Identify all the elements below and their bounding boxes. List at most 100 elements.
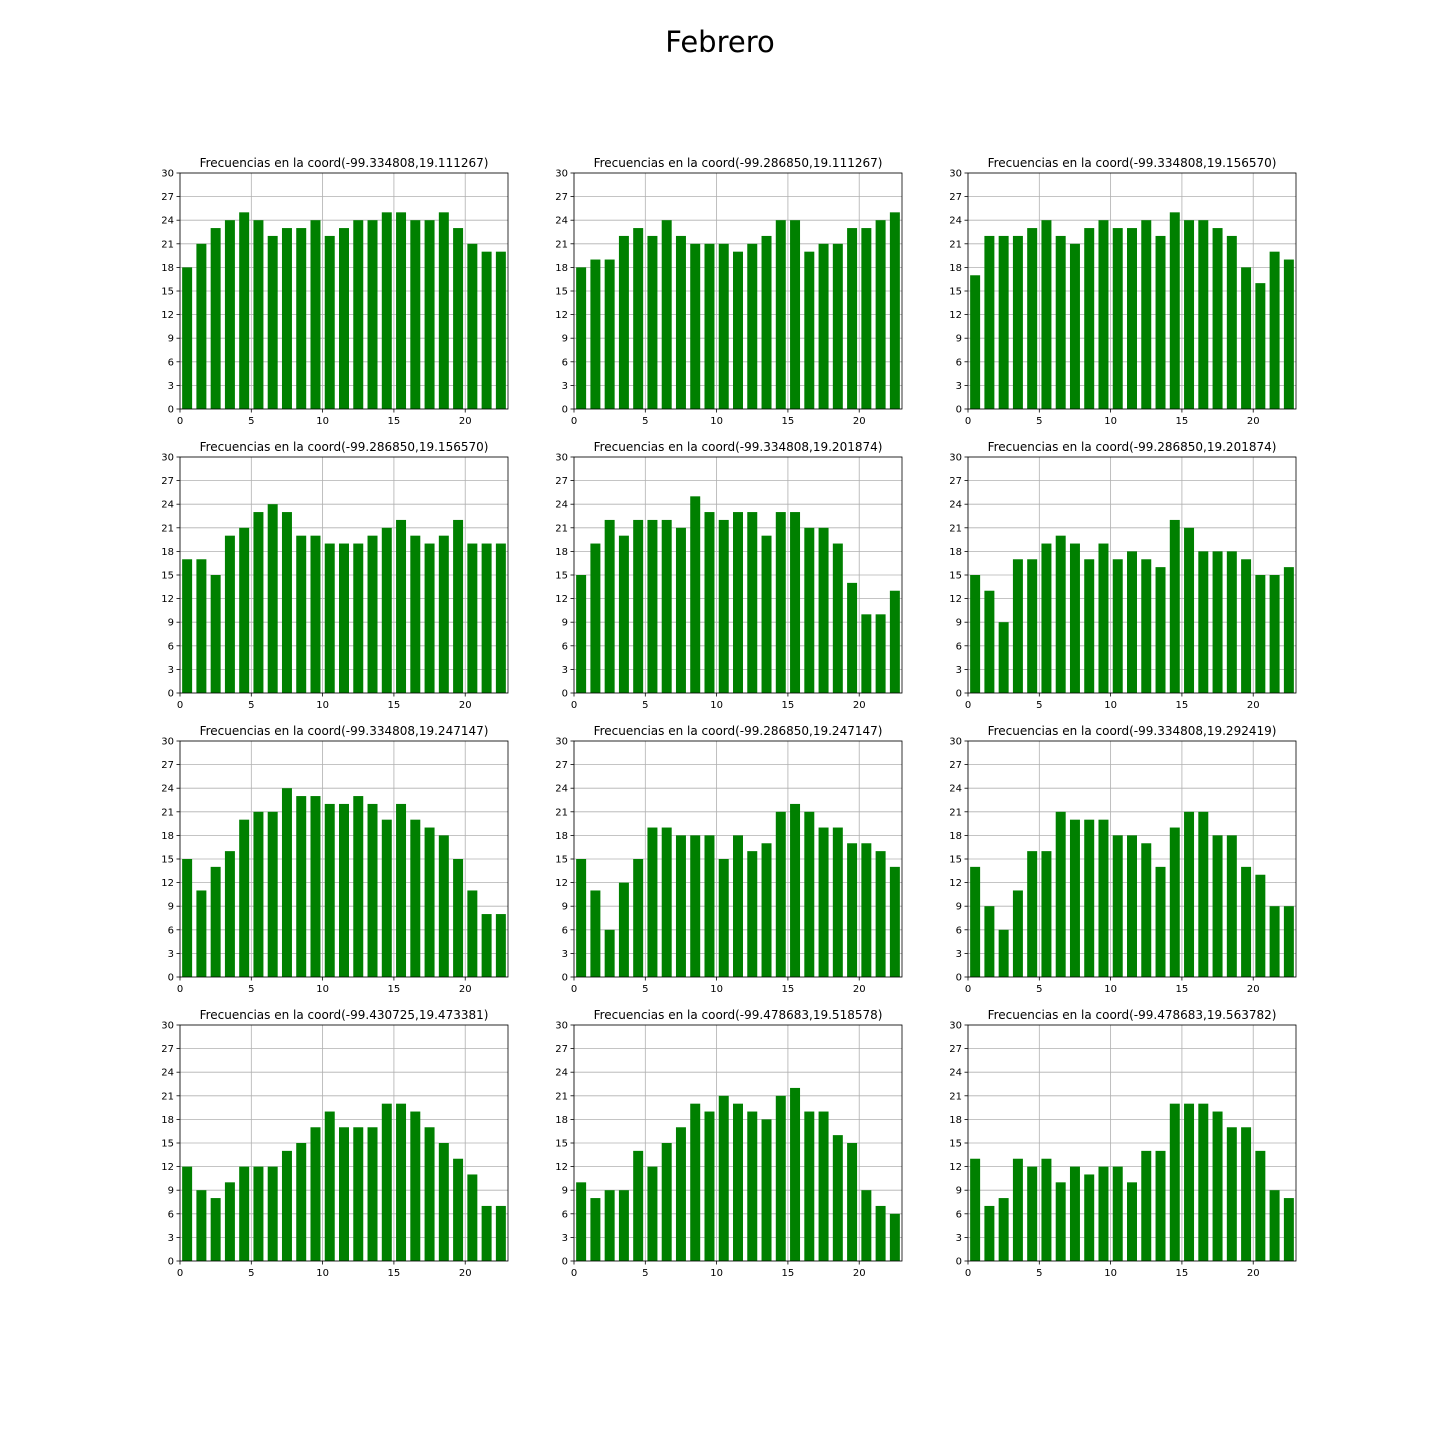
- y-tick-label: 6: [168, 925, 174, 936]
- y-tick-label: 27: [161, 476, 174, 487]
- y-tick-label: 21: [161, 523, 174, 534]
- bar: [704, 835, 715, 977]
- bar: [733, 835, 743, 977]
- bar: [576, 267, 587, 409]
- bar: [1283, 259, 1294, 409]
- y-tick-label: 27: [161, 192, 174, 203]
- x-tick-label: 0: [965, 416, 971, 427]
- bar: [861, 614, 872, 693]
- y-tick-label: 9: [168, 618, 174, 629]
- bar: [818, 1111, 829, 1261]
- bar: [633, 859, 644, 977]
- y-tick-label: 27: [949, 476, 962, 487]
- y-tick-label: 6: [562, 357, 568, 368]
- bar: [1055, 535, 1066, 693]
- y-tick-label: 21: [555, 239, 568, 250]
- bar: [775, 512, 786, 693]
- x-tick-label: 5: [1036, 984, 1042, 995]
- x-tick-label: 15: [388, 1268, 401, 1279]
- y-tick-label: 12: [161, 878, 174, 889]
- x-tick-label: 10: [710, 700, 723, 711]
- chart-title: Frecuencias en la coord(-99.286850,19.11…: [594, 156, 883, 170]
- bar: [1269, 1190, 1280, 1261]
- bar: [381, 527, 392, 693]
- bar: [790, 512, 801, 693]
- bar: [1141, 1150, 1152, 1261]
- x-tick-label: 20: [1247, 700, 1260, 711]
- bar: [704, 512, 715, 693]
- bar: [718, 1095, 729, 1261]
- y-tick-label: 0: [168, 405, 174, 416]
- bar: [718, 243, 729, 409]
- x-tick-label: 10: [710, 416, 723, 427]
- chart-panel: Frecuencias en la coord(-99.286850,19.15…: [161, 440, 509, 711]
- bar: [847, 228, 858, 409]
- y-tick-label: 18: [949, 831, 962, 842]
- bar: [633, 1150, 644, 1261]
- y-tick-label: 21: [555, 523, 568, 534]
- x-tick-label: 0: [965, 984, 971, 995]
- y-tick-label: 12: [949, 1162, 962, 1173]
- chart-title: Frecuencias en la coord(-99.286850,19.24…: [594, 724, 883, 738]
- axes-frame: [179, 172, 509, 410]
- y-tick-label: 0: [562, 1257, 568, 1268]
- chart-panel: Frecuencias en la coord(-99.286850,19.11…: [555, 156, 903, 427]
- y-tick-label: 30: [555, 1021, 568, 1032]
- bar: [253, 512, 264, 693]
- bar: [196, 890, 207, 977]
- bar: [984, 235, 995, 409]
- bar: [224, 851, 235, 977]
- bar: [604, 929, 615, 977]
- y-tick-label: 3: [168, 949, 174, 960]
- y-tick-label: 24: [161, 216, 174, 227]
- x-tick-label: 10: [316, 416, 329, 427]
- y-tick-label: 9: [168, 1186, 174, 1197]
- bar: [1241, 559, 1252, 693]
- bar: [1098, 543, 1109, 693]
- y-tick-label: 0: [956, 689, 962, 700]
- bar: [1226, 1127, 1237, 1261]
- bar: [775, 220, 786, 409]
- bar: [647, 235, 658, 409]
- y-tick-label: 12: [949, 594, 962, 605]
- chart-panel: Frecuencias en la coord(-99.430725,19.47…: [161, 1008, 509, 1279]
- bar: [690, 243, 701, 409]
- bar: [998, 622, 1009, 693]
- y-tick-label: 12: [949, 310, 962, 321]
- bar: [267, 235, 278, 409]
- bar: [424, 827, 435, 977]
- y-tick-label: 6: [956, 357, 962, 368]
- bar: [675, 1127, 686, 1261]
- bar: [733, 1103, 743, 1261]
- bar: [875, 1205, 886, 1261]
- bar: [889, 590, 900, 693]
- bar: [1069, 819, 1080, 977]
- bar: [1155, 1150, 1166, 1261]
- bar: [633, 519, 644, 693]
- x-tick-label: 10: [1104, 416, 1117, 427]
- bar: [1041, 851, 1052, 977]
- y-tick-label: 6: [562, 1209, 568, 1220]
- bar: [210, 228, 221, 409]
- bar: [590, 890, 601, 977]
- y-tick-label: 6: [168, 357, 174, 368]
- x-tick-label: 15: [1176, 700, 1189, 711]
- bar: [396, 1103, 407, 1261]
- chart-panel: Frecuencias en la coord(-99.286850,19.24…: [555, 724, 903, 995]
- bar: [495, 914, 506, 977]
- x-tick-label: 0: [177, 700, 183, 711]
- bar: [324, 803, 335, 977]
- y-tick-label: 9: [168, 902, 174, 913]
- y-tick-label: 15: [555, 1139, 568, 1150]
- y-tick-label: 27: [555, 476, 568, 487]
- bar: [704, 243, 715, 409]
- y-tick-label: 15: [161, 571, 174, 582]
- axes-frame: [967, 740, 1297, 978]
- x-tick-label: 15: [1176, 416, 1189, 427]
- x-tick-label: 15: [782, 984, 795, 995]
- chart-title: Frecuencias en la coord(-99.430725,19.47…: [200, 1008, 489, 1022]
- bar: [761, 843, 772, 977]
- chart-title: Frecuencias en la coord(-99.334808,19.24…: [200, 724, 489, 738]
- y-tick-label: 6: [168, 1209, 174, 1220]
- y-tick-label: 0: [562, 405, 568, 416]
